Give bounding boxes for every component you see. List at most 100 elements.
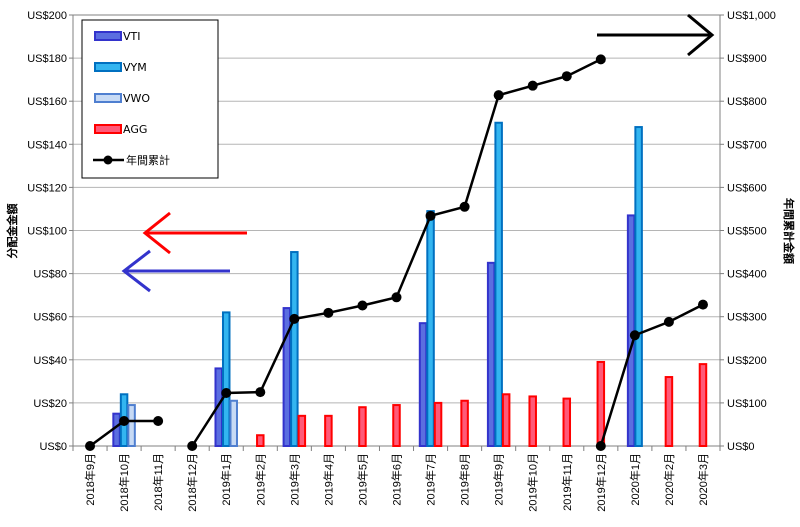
left-tick-label: US$160 [27,96,67,108]
cumulative-point [153,416,164,427]
legend: VTI VYM VWO AGG 年間累計 [81,19,219,179]
x-tick-label: 2020年2月 [662,453,676,506]
x-tick-label: 2018年11月 [151,453,165,511]
cumulative-point [85,441,96,451]
x-tick-label: 2019年4月 [321,453,335,506]
cumulative-point [561,71,572,82]
right-axis: US$0 US$100 US$200 US$300 US$400 US$500 US$600… [720,10,776,453]
x-axis: 2018年9月 2018年10月 2018年11月 2018年12月 2019年1月 20… [72,446,721,512]
left-tick-label: US$80 [33,269,67,281]
cumulative-point [357,300,368,311]
left-tick-label: US$120 [27,182,67,194]
bar-vym [221,311,231,448]
bar-agg [664,376,674,448]
bar-vym [290,251,299,447]
bar-vwo [127,404,136,447]
cumulative-point [595,441,606,451]
x-tick-label: 2018年12月 [185,453,199,512]
cumulative-point [255,387,266,398]
cumulative-point [289,313,300,324]
bar-agg [596,360,606,447]
bar-vym [494,121,503,447]
cumulative-line-segment [191,58,602,447]
bar-agg [528,395,537,447]
right-tick-label: US$800 [727,96,767,108]
left-tick-label: US$200 [27,10,67,22]
right-tick-label: US$400 [727,269,767,281]
x-tick-label: 2019年8月 [458,453,472,506]
legend-swatch [94,62,122,72]
bar-agg [501,393,511,447]
bar-vwo [229,399,238,447]
right-tick-label: US$900 [727,53,767,65]
right-tick-label: US$500 [727,226,767,238]
legend-swatch [94,124,122,134]
left-tick-label: US$60 [33,312,67,324]
left-tick-label: US$0 [39,441,67,453]
x-tick-label: 2019年2月 [253,453,267,506]
black-arrow-annotation [597,13,715,57]
x-tick-label: 2019年6月 [390,453,404,506]
bar-agg [256,434,265,448]
x-tick-label: 2019年3月 [287,453,301,506]
right-axis-title: 年間累計金額 [782,198,796,264]
bar-agg [358,406,367,447]
x-tick-label: 2018年10月 [117,453,131,512]
right-tick-label: US$0 [727,441,755,453]
bar-agg [698,363,708,447]
cumulative-point [323,307,334,318]
bar-agg [392,404,401,447]
cumulative-point [595,54,606,65]
left-tick-label: US$180 [27,53,67,65]
cumulative-point [187,441,198,451]
legend-label: 年間累計 [126,153,170,167]
x-tick-label: 2019年12月 [594,453,608,512]
left-tick-label: US$140 [27,139,67,151]
cumulative-point [391,292,402,303]
bar-agg [460,399,469,447]
right-tick-label: US$700 [727,139,767,151]
bar-agg [562,397,572,447]
right-tick-label: US$100 [727,398,767,410]
cumulative-point [493,90,504,101]
left-tick-label: US$100 [27,226,67,238]
x-tick-label: 2018年9月 [83,453,97,506]
x-tick-label: 2019年1月 [219,453,233,506]
bar-agg [297,414,307,447]
x-tick-label: 2019年5月 [355,453,369,506]
bar-vti [486,261,496,448]
legend-swatch [94,31,122,41]
bar-vym [634,126,643,447]
left-axis-title: 分配金金額 [5,204,19,259]
right-tick-label: US$600 [727,182,767,194]
legend-label: VYM [123,61,147,74]
bar-vym [426,210,435,447]
bar-agg [433,401,443,447]
cumulative-line-segment [599,303,704,447]
right-tick-label: US$300 [727,312,767,324]
cumulative-point [425,210,436,221]
bar-agg [324,414,333,447]
cumulative-point [527,80,538,91]
legend-label: VTI [123,30,141,43]
bars [112,121,708,448]
cumulative-point [697,299,708,310]
x-tick-label: 2020年3月 [696,453,710,506]
legend-swatch [94,93,122,103]
legend-swatch-marker [103,155,113,165]
left-axis: US$0 US$20 US$40 US$60 US$80 US$100 US$120 US$1… [27,10,73,453]
x-tick-label: 2019年9月 [492,453,506,506]
left-tick-label: US$40 [33,355,67,367]
right-tick-label: US$1,000 [727,10,776,22]
x-tick-label: 2019年10月 [526,453,540,512]
bar-vti [418,322,428,448]
right-tick-label: US$200 [727,355,767,367]
left-tick-label: US$20 [33,398,67,410]
x-tick-label: 2019年11月 [560,453,574,511]
legend-label: VWO [123,92,150,105]
x-tick-label: 2020年1月 [628,453,642,506]
cumulative-point [629,330,640,341]
cumulative-line [85,54,708,451]
bar-vti [112,412,121,447]
